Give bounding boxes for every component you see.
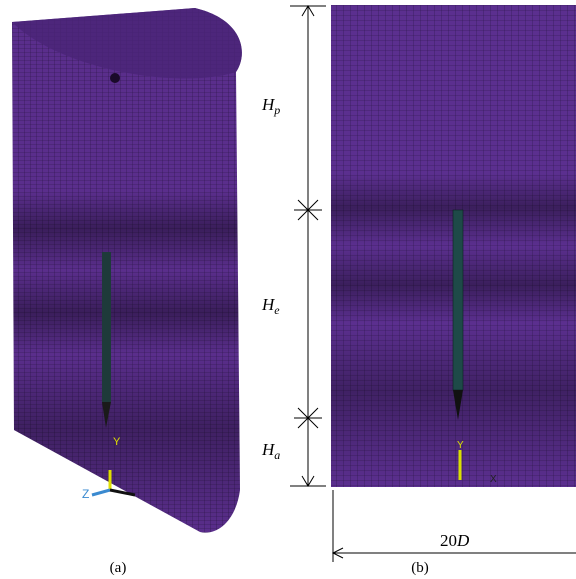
caption: (b)	[411, 560, 429, 576]
width-label: 20D	[440, 531, 470, 550]
mesh-2d: Y X	[331, 5, 576, 487]
mesh-3d: Y Z	[12, 8, 242, 533]
dimension-label: Hp	[261, 95, 280, 117]
axis-label: Y	[457, 440, 464, 451]
caption: (a)	[110, 560, 127, 576]
dimension-label: He	[261, 295, 280, 317]
axis-label: Z	[82, 487, 89, 501]
axis-label: Y	[113, 436, 121, 448]
dimension-label: Ha	[261, 440, 280, 462]
dimension-lines	[290, 5, 576, 562]
axis-label: X	[490, 474, 497, 485]
